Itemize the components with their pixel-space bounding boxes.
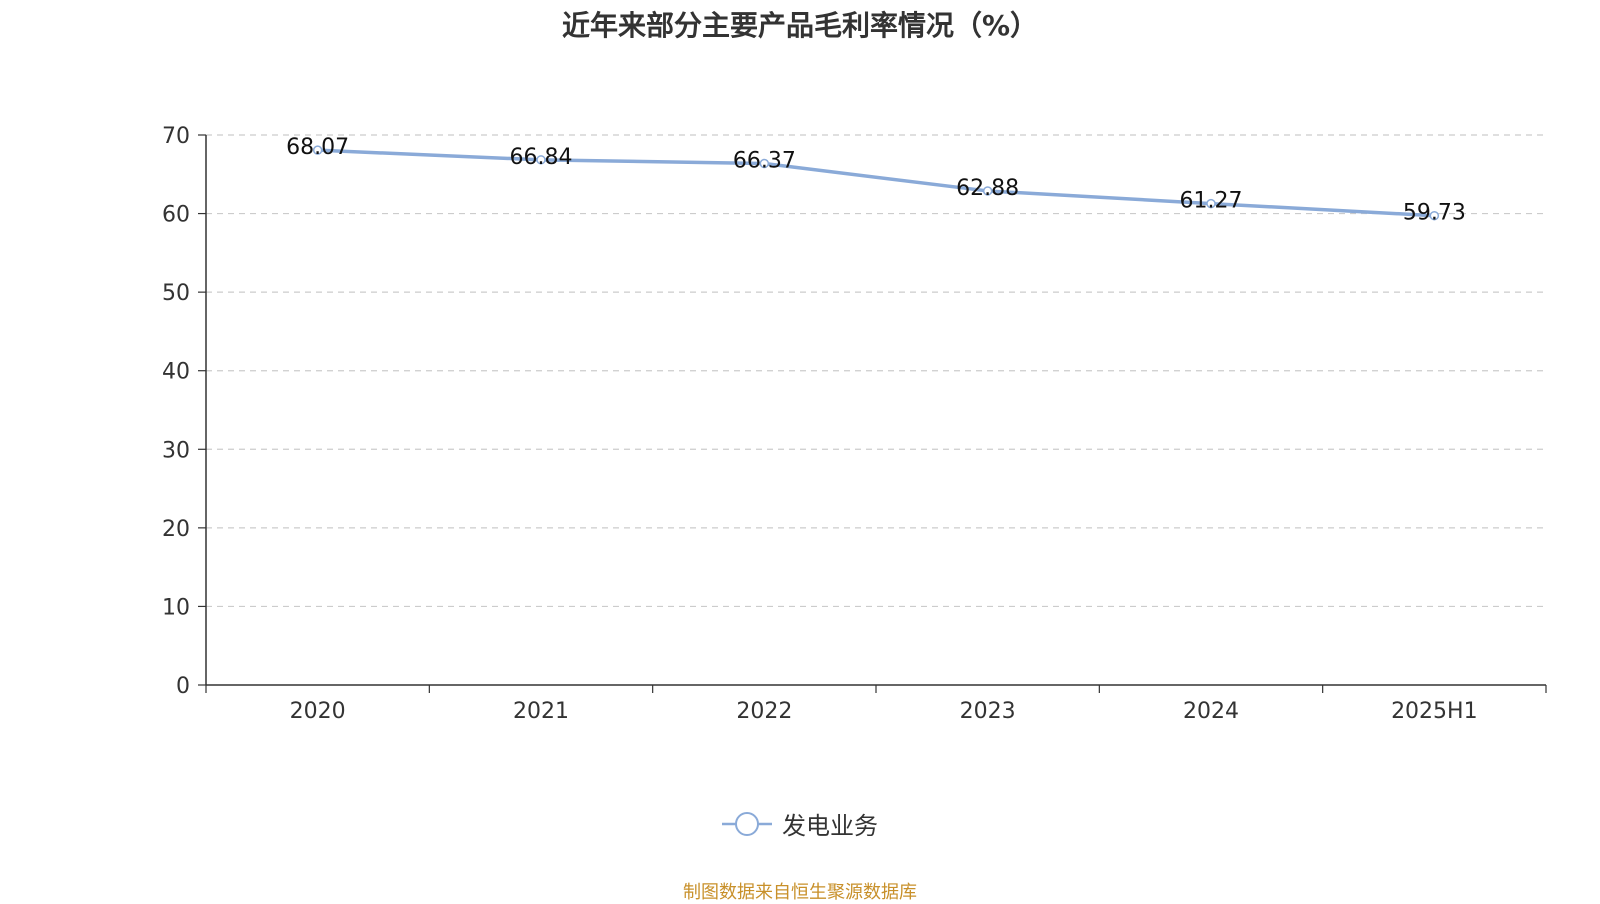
y-tick-label: 70 [162, 124, 190, 149]
x-tick-label: 2020 [290, 699, 346, 724]
x-tick-label: 2022 [736, 699, 792, 724]
data-point [759, 158, 770, 169]
data-point [982, 186, 993, 196]
x-tick-label: 2025H1 [1391, 699, 1478, 724]
y-tick-label: 10 [162, 595, 190, 620]
grid-lines [206, 134, 1546, 608]
y-tick-label: 40 [162, 360, 190, 385]
data-point [1206, 198, 1216, 209]
data-label: 61.27 [1180, 189, 1243, 214]
y-tick-label: 20 [162, 517, 190, 542]
data-labels: 68.07 66.84 66.37 62.88 61.27 59.73 [286, 135, 1466, 226]
data-label: 62.88 [956, 176, 1019, 201]
chart-title: 近年来部分主要产品毛利率情况（%） [561, 9, 1039, 42]
data-point [1429, 210, 1440, 221]
data-label: 66.37 [733, 149, 796, 174]
data-label: 66.84 [510, 145, 573, 170]
x-tick-label: 2023 [960, 699, 1016, 724]
data-point [536, 155, 546, 165]
series [312, 145, 1440, 221]
data-label: 68.07 [286, 135, 349, 160]
series-line [317, 148, 1435, 218]
x-tick-labels: 2020 2021 2022 2023 2024 2025H1 [290, 699, 1478, 724]
legend-line-marker-icon [722, 811, 772, 836]
legend[interactable]: 发电业务 [0, 806, 1600, 841]
axes [198, 134, 1547, 693]
x-tick-label: 2021 [513, 699, 569, 724]
data-label: 59.73 [1403, 201, 1466, 226]
data-point [312, 145, 323, 155]
y-tick-label: 0 [176, 674, 190, 699]
y-tick-label: 30 [162, 438, 190, 463]
source-note: 制图数据来自恒生聚源数据库 [683, 882, 917, 903]
x-tick-label: 2024 [1183, 699, 1239, 724]
legend-label: 发电业务 [782, 812, 878, 840]
y-tick-label: 50 [162, 281, 190, 306]
y-tick-label: 60 [162, 203, 190, 228]
y-tick-labels: 0 10 20 30 40 50 60 70 [162, 124, 190, 699]
